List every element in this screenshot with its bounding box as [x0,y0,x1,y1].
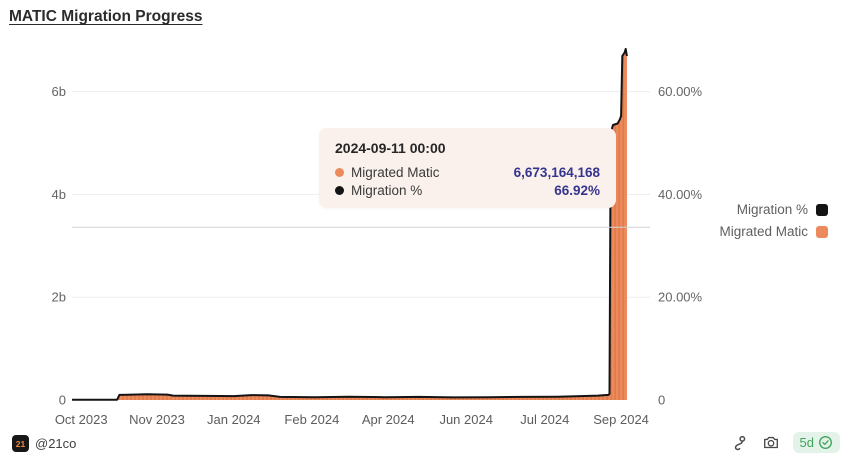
author-avatar: 21 [12,435,29,452]
x-tick-label: Jun 2024 [439,412,493,427]
tooltip-row-migration-pct: Migration % 66.92% [335,183,600,198]
tooltip-label: Migrated Matic [351,165,440,180]
y-right-tick-label: 60.00% [658,84,703,99]
chart-tooltip: 2024-09-11 00:00 Migrated Matic 6,673,16… [319,128,616,208]
legend-item-migration-pct[interactable]: Migration % [719,202,828,217]
chart-legend: Migration % Migrated Matic [719,202,828,239]
legend-label: Migrated Matic [719,224,808,239]
tooltip-row-migrated-matic: Migrated Matic 6,673,164,168 [335,165,600,180]
tooltip-label: Migration % [351,183,423,198]
x-tick-label: Sep 2024 [593,412,649,427]
y-right-tick-label: 0 [658,393,665,408]
y-left-tick-label: 0 [59,393,66,408]
y-right-tick-label: 20.00% [658,290,703,305]
migration-pct-line [71,47,628,401]
x-tick-label: Nov 2023 [129,412,185,427]
x-tick-label: Jan 2024 [207,412,261,427]
migrated-matic-bars [72,49,627,401]
chart-plot-area[interactable]: 6b 4b 2b 0 60.00% 40.00% 20.00% 0 Oct 2023 Nov 20… [0,0,850,432]
tooltip-date: 2024-09-11 00:00 [335,140,446,156]
y-left-tick-label: 2b [52,290,66,305]
y-left-tick-label: 6b [52,84,66,99]
footer-actions: 5d [729,432,840,453]
author-handle: @21co [35,436,77,451]
y-right-tick-label: 40.00% [658,187,703,202]
tooltip-value: 66.92% [554,183,600,198]
fork-icon[interactable] [729,433,749,453]
legend-swatch-orange-icon [816,225,828,238]
series-dot-orange-icon [335,168,344,177]
verified-check-icon [819,436,832,449]
y-left-tick-label: 4b [52,187,66,202]
author-attribution[interactable]: 21 @21co [12,435,76,452]
refresh-status-badge[interactable]: 5d [792,432,840,453]
refresh-age-label: 5d [799,435,814,450]
tooltip-value: 6,673,164,168 [513,165,600,180]
page-title[interactable]: MATIC Migration Progress [9,8,203,25]
x-tick-label: Apr 2024 [362,412,415,427]
series-dot-black-icon [335,186,344,195]
legend-swatch-black-icon [816,203,828,216]
x-tick-label: Feb 2024 [284,412,339,427]
legend-label: Migration % [736,202,808,217]
legend-item-migrated-matic[interactable]: Migrated Matic [719,224,828,239]
x-tick-label: Jul 2024 [520,412,569,427]
x-tick-label: Oct 2023 [55,412,108,427]
camera-icon[interactable] [761,433,781,453]
